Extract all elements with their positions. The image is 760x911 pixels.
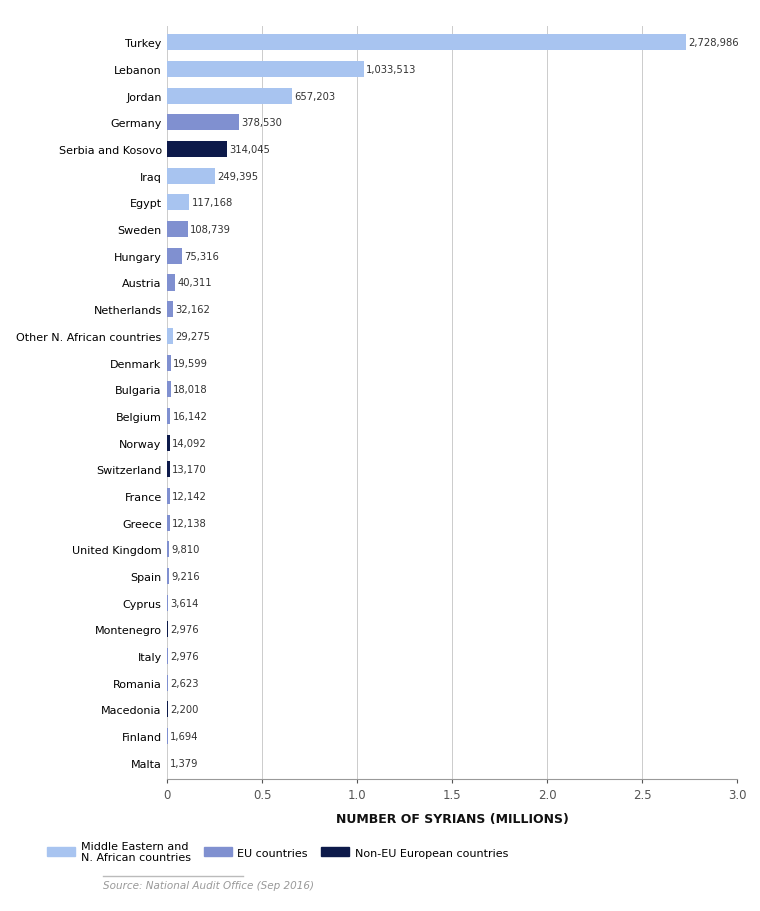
Text: 29,275: 29,275 xyxy=(175,332,210,342)
Text: 378,530: 378,530 xyxy=(242,118,282,128)
Text: 18,018: 18,018 xyxy=(173,384,207,394)
Bar xyxy=(167,88,292,105)
Bar xyxy=(167,329,173,344)
Bar xyxy=(167,488,169,505)
Bar xyxy=(167,36,686,51)
Bar xyxy=(167,142,227,158)
Bar xyxy=(167,222,188,238)
Text: 2,976: 2,976 xyxy=(170,651,198,661)
Text: Source: National Audit Office (Sep 2016): Source: National Audit Office (Sep 2016) xyxy=(103,880,314,890)
Bar xyxy=(167,275,175,292)
Text: 13,170: 13,170 xyxy=(172,465,207,475)
Text: 9,810: 9,810 xyxy=(171,545,200,555)
Text: 14,092: 14,092 xyxy=(173,438,207,448)
Bar xyxy=(167,542,169,558)
Bar xyxy=(167,195,189,211)
Text: 9,216: 9,216 xyxy=(171,571,200,581)
Text: 75,316: 75,316 xyxy=(184,251,219,261)
Bar xyxy=(167,302,173,318)
Text: 12,138: 12,138 xyxy=(172,518,207,528)
Text: 1,694: 1,694 xyxy=(169,732,198,742)
Text: 108,739: 108,739 xyxy=(190,225,231,235)
Text: 2,623: 2,623 xyxy=(170,678,198,688)
Text: 2,728,986: 2,728,986 xyxy=(688,38,739,48)
Bar xyxy=(167,249,182,264)
Text: 657,203: 657,203 xyxy=(294,92,335,102)
Bar xyxy=(167,62,363,78)
Text: 40,311: 40,311 xyxy=(177,278,212,288)
Bar xyxy=(167,408,170,425)
Text: 2,200: 2,200 xyxy=(170,704,198,714)
Text: 1,379: 1,379 xyxy=(169,758,198,768)
Text: 2,976: 2,976 xyxy=(170,625,198,635)
Text: 1,033,513: 1,033,513 xyxy=(366,65,416,75)
Text: 16,142: 16,142 xyxy=(173,412,207,422)
Text: 314,045: 314,045 xyxy=(230,145,270,155)
Text: 249,395: 249,395 xyxy=(217,171,258,181)
Text: 12,142: 12,142 xyxy=(172,491,207,501)
Bar xyxy=(167,462,169,477)
Bar xyxy=(167,568,169,584)
X-axis label: NUMBER OF SYRIANS (MILLIONS): NUMBER OF SYRIANS (MILLIONS) xyxy=(336,812,568,825)
Bar xyxy=(167,382,171,398)
Text: 117,168: 117,168 xyxy=(192,199,233,209)
Text: 19,599: 19,599 xyxy=(173,358,208,368)
Bar xyxy=(167,435,170,451)
Bar xyxy=(167,116,239,131)
Legend: Middle Eastern and
N. African countries, EU countries, Non-EU European countries: Middle Eastern and N. African countries,… xyxy=(47,841,508,863)
Bar xyxy=(167,169,214,185)
Text: 3,614: 3,614 xyxy=(170,598,198,608)
Bar xyxy=(167,515,169,531)
Bar xyxy=(167,355,171,371)
Text: 32,162: 32,162 xyxy=(176,305,211,315)
